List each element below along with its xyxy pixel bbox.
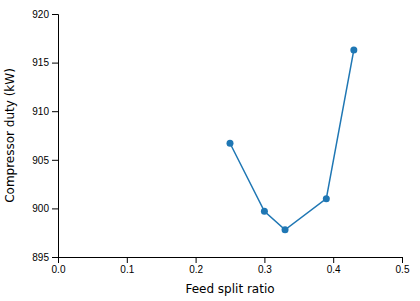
tick: 920 [32, 9, 58, 20]
point [350, 46, 357, 53]
tick-mark [52, 160, 58, 161]
tick-mark [127, 257, 128, 263]
tick-mark [264, 257, 265, 263]
tick-label: 895 [32, 252, 49, 263]
y-axis: 895 900 905 910 915 920 [32, 9, 58, 263]
marks [227, 46, 358, 233]
axis-line [52, 15, 59, 258]
tick-mark [196, 257, 197, 263]
tick-label: 915 [32, 57, 49, 68]
tick-mark [52, 257, 58, 258]
tick-label: 910 [32, 106, 49, 117]
tick-label: 905 [32, 155, 49, 166]
tick-label: 900 [32, 203, 49, 214]
point [282, 226, 289, 233]
tick-label: 0.0 [52, 264, 66, 275]
tick: 905 [32, 155, 58, 166]
tick-label: 0.5 [396, 264, 410, 275]
point [323, 195, 330, 202]
x-axis: 0.0 0.1 0.2 0.3 0.4 0.5 [52, 257, 410, 275]
point [227, 140, 234, 147]
tick-mark [52, 14, 58, 15]
y-axis-title: Compressor duty (kW) [3, 68, 17, 203]
tick: 0.4 [327, 257, 341, 275]
tick: 0.5 [396, 257, 410, 275]
tick-mark [333, 257, 334, 263]
tick-label: 920 [32, 9, 49, 20]
tick-mark [52, 208, 58, 209]
tick-label: 0.2 [189, 264, 203, 275]
tick: 900 [32, 203, 58, 214]
tick: 915 [32, 57, 58, 68]
tick: 0.2 [189, 257, 203, 275]
tick-label: 0.1 [120, 264, 134, 275]
plot-area: 0.0 0.1 0.2 0.3 0.4 0.5 895 900 905 910 915 920 Feed… [3, 9, 410, 296]
x-axis-title: Feed split ratio [185, 282, 274, 296]
point [261, 208, 268, 215]
axis-line [59, 258, 403, 264]
tick: 895 [32, 252, 58, 263]
tick: 910 [32, 106, 58, 117]
line [230, 50, 354, 230]
tick-mark [52, 63, 58, 64]
tick-label: 0.3 [258, 264, 272, 275]
tick: 0.1 [120, 257, 134, 275]
tick: 0.0 [52, 257, 66, 275]
tick-label: 0.4 [327, 264, 341, 275]
chart: 0.0 0.1 0.2 0.3 0.4 0.5 895 900 905 910 915 920 Feed… [0, 0, 420, 301]
tick-mark [52, 111, 58, 112]
tick: 0.3 [258, 257, 272, 275]
tick-mark [402, 257, 403, 263]
